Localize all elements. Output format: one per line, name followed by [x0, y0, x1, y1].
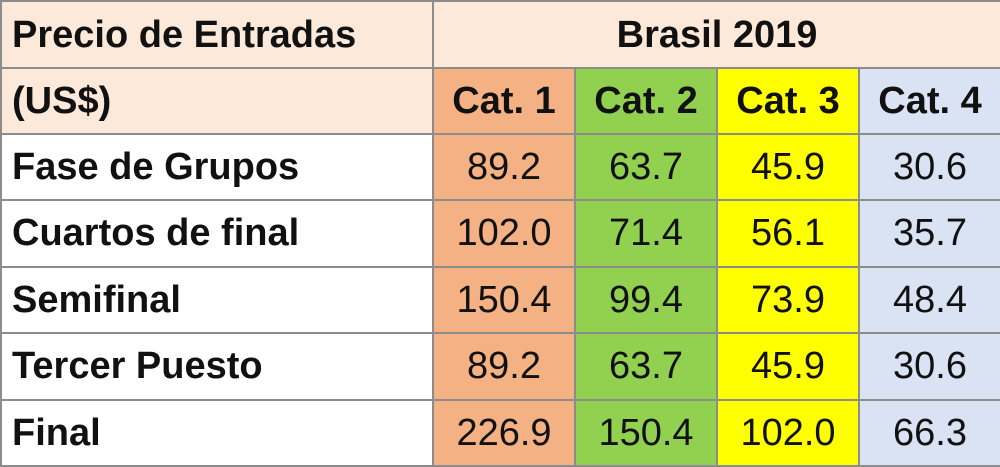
row-label-final: Final — [0, 398, 434, 467]
cell-value: 63.7 — [574, 332, 718, 401]
cell-value: 35.7 — [857, 199, 1000, 268]
row-label-cuartos-de-final: Cuartos de final — [0, 199, 434, 268]
cell-value: 226.9 — [432, 398, 576, 467]
cell-value: 89.2 — [432, 332, 576, 401]
cell-value: 30.6 — [857, 132, 1000, 202]
cell-value: 71.4 — [574, 199, 718, 268]
table-title: Brasil 2019 — [431, 0, 1000, 70]
category-header-3: Cat. 3 — [716, 67, 860, 135]
table-row: Tercer Puesto 89.2 63.7 45.9 30.6 — [0, 332, 1000, 401]
cell-value: 63.7 — [574, 132, 718, 202]
cell-value: 30.6 — [857, 332, 1000, 401]
table-header-row: Precio de Entradas Brasil 2019 — [0, 0, 1000, 70]
table-row: Semifinal 150.4 99.4 73.9 48.4 — [0, 265, 1000, 335]
cell-value: 150.4 — [432, 265, 576, 335]
cell-value: 102.0 — [716, 398, 860, 467]
header-label-line1: Precio de Entradas — [0, 0, 434, 70]
header-label-line2: (US$) — [0, 67, 434, 135]
category-header-1: Cat. 1 — [432, 67, 576, 135]
cell-value: 56.1 — [716, 199, 860, 268]
category-header-4: Cat. 4 — [857, 67, 1000, 135]
cell-value: 150.4 — [574, 398, 718, 467]
row-label-fase-de-grupos: Fase de Grupos — [0, 132, 434, 202]
table-row: Final 226.9 150.4 102.0 66.3 — [0, 398, 1000, 467]
cell-value: 45.9 — [716, 332, 860, 401]
row-label-tercer-puesto: Tercer Puesto — [0, 332, 434, 401]
table-row: Cuartos de final 102.0 71.4 56.1 35.7 — [0, 199, 1000, 268]
cell-value: 48.4 — [857, 265, 1000, 335]
row-label-semifinal: Semifinal — [0, 265, 434, 335]
cell-value: 89.2 — [432, 132, 576, 202]
cell-value: 45.9 — [716, 132, 860, 202]
category-header-row: (US$) Cat. 1 Cat. 2 Cat. 3 Cat. 4 — [0, 67, 1000, 135]
cell-value: 66.3 — [857, 398, 1000, 467]
cell-value: 102.0 — [432, 199, 576, 268]
cell-value: 73.9 — [716, 265, 860, 335]
table-row: Fase de Grupos 89.2 63.7 45.9 30.6 — [0, 132, 1000, 202]
cell-value: 99.4 — [574, 265, 718, 335]
category-header-2: Cat. 2 — [574, 67, 718, 135]
